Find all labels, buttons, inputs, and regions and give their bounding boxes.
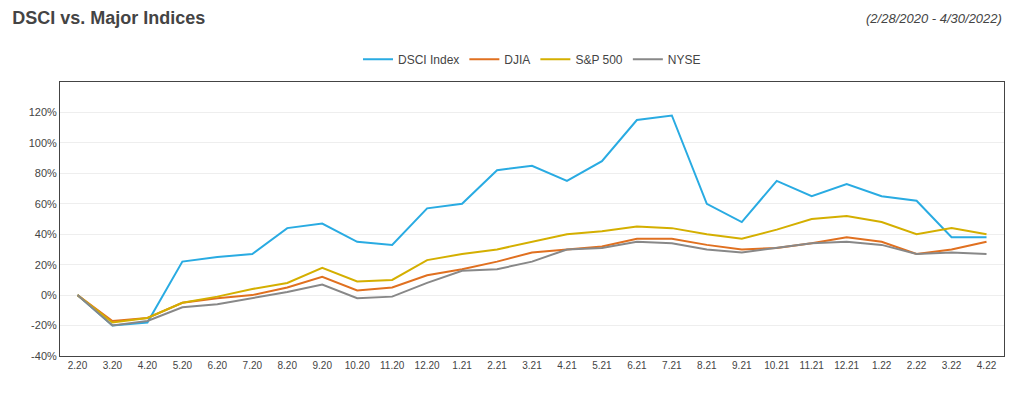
svg-text:40%: 40%: [35, 228, 57, 240]
svg-text:4.20: 4.20: [138, 360, 158, 371]
svg-text:8.21: 8.21: [697, 360, 717, 371]
svg-text:11.21: 11.21: [800, 360, 825, 371]
svg-text:7.21: 7.21: [662, 360, 682, 371]
svg-text:DSCI vs. Major Indices: DSCI vs. Major Indices: [12, 8, 205, 28]
svg-text:2.22: 2.22: [907, 360, 927, 371]
svg-text:80%: 80%: [35, 167, 57, 179]
svg-text:DJIA: DJIA: [504, 53, 530, 67]
svg-text:1.22: 1.22: [872, 360, 892, 371]
svg-text:-40%: -40%: [31, 350, 57, 362]
svg-text:(2/28/2020 - 4/30/2022): (2/28/2020 - 4/30/2022): [866, 11, 1002, 26]
svg-text:20%: 20%: [35, 259, 57, 271]
svg-text:9.21: 9.21: [732, 360, 752, 371]
svg-text:S&P 500: S&P 500: [575, 53, 622, 67]
svg-text:100%: 100%: [29, 137, 57, 149]
svg-text:10.21: 10.21: [764, 360, 789, 371]
svg-text:10.20: 10.20: [345, 360, 370, 371]
svg-text:0%: 0%: [41, 289, 57, 301]
svg-text:5.20: 5.20: [173, 360, 193, 371]
svg-text:3.22: 3.22: [942, 360, 962, 371]
svg-text:6.20: 6.20: [208, 360, 228, 371]
svg-text:DSCI Index: DSCI Index: [398, 53, 459, 67]
svg-text:12.21: 12.21: [834, 360, 859, 371]
svg-text:3.21: 3.21: [522, 360, 542, 371]
svg-text:9.20: 9.20: [312, 360, 332, 371]
svg-text:3.20: 3.20: [103, 360, 123, 371]
svg-text:NYSE: NYSE: [668, 53, 701, 67]
svg-text:4.21: 4.21: [557, 360, 577, 371]
svg-text:5.21: 5.21: [592, 360, 612, 371]
svg-text:7.20: 7.20: [243, 360, 263, 371]
svg-text:2.21: 2.21: [487, 360, 507, 371]
svg-text:4.22: 4.22: [977, 360, 997, 371]
svg-text:11.20: 11.20: [380, 360, 405, 371]
svg-text:120%: 120%: [29, 106, 57, 118]
svg-text:12.20: 12.20: [415, 360, 440, 371]
svg-text:8.20: 8.20: [278, 360, 298, 371]
svg-text:2.20: 2.20: [68, 360, 88, 371]
svg-text:1.21: 1.21: [452, 360, 472, 371]
svg-text:-20%: -20%: [31, 319, 57, 331]
svg-text:6.21: 6.21: [627, 360, 647, 371]
svg-text:60%: 60%: [35, 198, 57, 210]
